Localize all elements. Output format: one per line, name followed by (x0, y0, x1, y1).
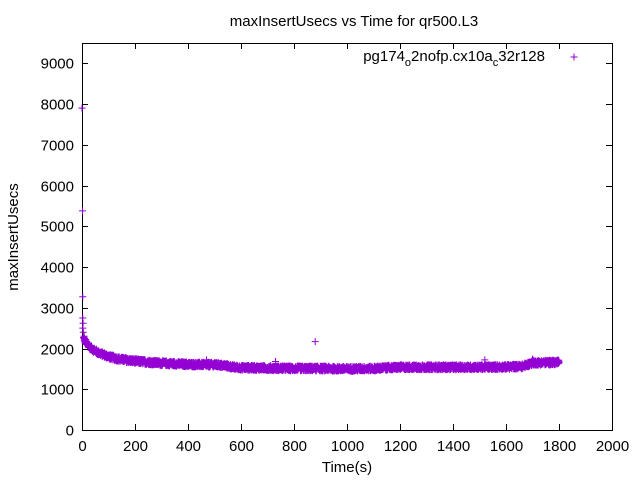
data-point-outlier (79, 207, 87, 215)
x-tick-label: 1400 (437, 438, 470, 455)
data-point-outlier (529, 355, 536, 363)
legend-text-part: pg174 (363, 48, 405, 65)
x-tick-label: 2000 (596, 438, 629, 455)
data-point-outlier (271, 358, 279, 366)
x-tick-label: 800 (282, 438, 307, 455)
x-tick-label: 1800 (543, 438, 576, 455)
y-tick-label: 0 (66, 423, 74, 440)
x-tick-label: 1200 (384, 438, 417, 455)
data-point-outlier (78, 104, 86, 112)
y-tick-label: 5000 (41, 219, 74, 236)
y-tick-label: 4000 (41, 260, 74, 277)
y-tick-label: 8000 (41, 97, 74, 114)
x-tick-label: 200 (123, 438, 148, 455)
x-tick-label: 0 (78, 438, 86, 455)
data-point-outlier (79, 293, 87, 301)
x-tick-label: 1600 (490, 438, 523, 455)
y-tick-label: 6000 (41, 179, 74, 196)
y-axis-title: maxInsertUsecs (5, 183, 22, 291)
y-tick-label: 9000 (41, 56, 74, 73)
data-point-outlier (80, 332, 88, 340)
legend-text-part: o (405, 57, 411, 69)
y-tick-label: 1000 (41, 382, 74, 399)
data-point-outlier (79, 328, 87, 336)
legend-label: pg174o2nofp.cx10ac32r128 (363, 48, 545, 69)
y-tick-label: 2000 (41, 342, 74, 359)
chart-title: maxInsertUsecs vs Time for qr500.L3 (230, 13, 478, 30)
data-point-outlier (81, 336, 89, 344)
x-axis-ticks: 0 200 400 600 800 1000 1200 1400 1600 1800 2000 (78, 43, 629, 455)
legend: pg174o2nofp.cx10ac32r128 (363, 48, 578, 69)
data-point-outlier (79, 324, 87, 332)
legend-text-part: 2nofp.cx10a (411, 48, 493, 65)
data-points (78, 104, 563, 375)
legend-marker (570, 53, 578, 61)
y-axis-ticks: 0 1000 2000 3000 4000 5000 6000 7000 8000 9000 (41, 56, 612, 440)
x-tick-label: 600 (229, 438, 254, 455)
data-point (555, 358, 563, 366)
legend-text-part: 32r128 (498, 48, 545, 65)
data-point-outlier (311, 338, 319, 346)
x-axis-title: Time(s) (322, 459, 372, 476)
x-tick-label: 400 (176, 438, 201, 455)
x-tick-label: 1000 (331, 438, 364, 455)
y-tick-label: 3000 (41, 301, 74, 318)
y-tick-label: 7000 (41, 138, 74, 155)
data-point-outlier (481, 356, 489, 364)
data-point-outlier (203, 356, 211, 364)
legend-text-part: c (493, 57, 499, 69)
legend-marker-symbol (570, 53, 578, 61)
